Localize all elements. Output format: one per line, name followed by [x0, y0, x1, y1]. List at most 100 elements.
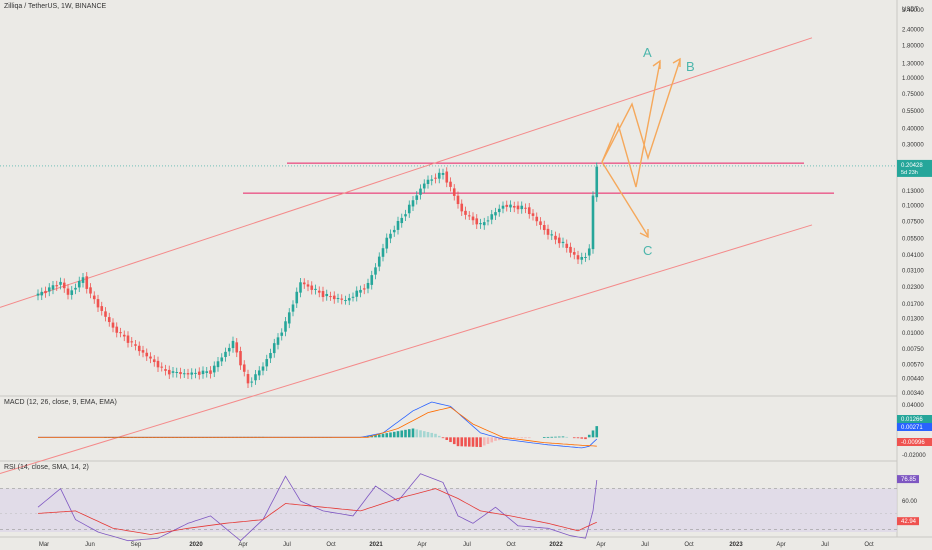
candle-body	[74, 287, 77, 290]
macd-histogram-bar	[415, 429, 419, 438]
candle-body	[456, 195, 460, 205]
candle-body	[77, 280, 81, 288]
macd-histogram-bar	[554, 436, 557, 438]
candle-body	[96, 299, 100, 308]
time-tick-label: Apr	[776, 542, 785, 548]
chart-title: Zilliqa / TetherUS, 1W, BINANCE	[4, 3, 107, 10]
candle-body	[452, 188, 456, 196]
candle-body	[377, 256, 381, 267]
candle-body	[584, 256, 587, 258]
macd-histogram-bar	[396, 431, 400, 438]
candle-body	[366, 282, 370, 289]
macd-histogram-bar	[512, 437, 516, 439]
macd-histogram-bar	[452, 437, 456, 445]
time-tick-label: 2020	[189, 542, 203, 548]
candle-body	[179, 372, 182, 375]
projection-label-b: B	[686, 59, 695, 74]
time-tick-label: Jul	[463, 542, 471, 548]
arrowhead-c	[639, 229, 649, 239]
candle-body	[542, 225, 546, 231]
macd-histogram-bar	[482, 437, 486, 446]
macd-histogram-bar	[434, 433, 437, 438]
time-tick-label: Apr	[238, 542, 247, 548]
macd-histogram-bar	[542, 437, 546, 438]
time-tick-label: Jul	[641, 542, 649, 548]
candle-body	[501, 205, 505, 209]
time-tick-label: Apr	[417, 542, 426, 548]
time-tick-label: Oct	[506, 542, 516, 548]
candle-body	[595, 166, 599, 198]
time-tick-label: Sep	[131, 542, 142, 548]
price-tick-label: 1.80000	[902, 43, 924, 49]
candle-body	[490, 214, 494, 220]
candle-body	[212, 365, 216, 373]
macd-value: 0.01266	[901, 417, 923, 423]
candle-body	[107, 317, 111, 323]
candle-body	[59, 281, 62, 285]
candle-body	[51, 285, 55, 290]
macd-histogram-bar	[441, 437, 445, 439]
price-tick-label: 0.13000	[902, 189, 924, 195]
candle-body	[580, 256, 584, 260]
macd-histogram-bar	[389, 432, 392, 438]
macd-histogram-bar	[464, 437, 467, 447]
candle-body	[115, 326, 119, 333]
macd-histogram-bar	[584, 437, 587, 440]
macd-histogram-bar	[392, 431, 396, 438]
macd-histogram-bar	[527, 437, 531, 439]
candle-body	[36, 293, 40, 296]
macd-histogram-bar	[381, 433, 385, 438]
candle-body	[325, 293, 329, 297]
candle-body	[291, 304, 295, 312]
macd-histogram-bar	[374, 434, 377, 438]
candle-body	[272, 343, 276, 354]
candle-body	[186, 373, 190, 375]
candle-body	[561, 241, 565, 244]
candle-body	[145, 352, 149, 357]
macd-histogram-bar	[490, 437, 494, 443]
time-tick-label: Mar	[39, 542, 49, 548]
candle-body	[201, 370, 205, 375]
candle-body	[329, 296, 332, 298]
candle-body	[306, 284, 310, 287]
candle-body	[302, 282, 306, 285]
candle-body	[359, 289, 362, 293]
candle-body	[160, 366, 164, 368]
candle-body	[175, 372, 179, 374]
macd-histogram-bar	[546, 436, 550, 438]
time-tick-label: Oct	[326, 542, 336, 548]
candle-body	[344, 300, 347, 302]
price-tick-label: 0.75000	[902, 92, 924, 98]
candle-body	[280, 332, 284, 336]
price-tick-label: 1.00000	[902, 76, 924, 82]
price-tick-label: 0.03100	[902, 268, 924, 274]
price-tick-label: 0.10000	[902, 204, 924, 210]
candle-body	[471, 216, 475, 221]
candle-body	[434, 177, 437, 179]
candle-body	[422, 183, 426, 189]
candle-body	[257, 370, 261, 376]
macd-histogram-bar	[419, 430, 422, 438]
candle-body	[164, 369, 167, 371]
arrowhead-a	[652, 59, 661, 69]
candle-body	[539, 221, 542, 225]
macd-histogram-bar	[587, 434, 591, 438]
candle-body	[475, 218, 479, 225]
candle-body	[426, 179, 430, 185]
candle-body	[254, 374, 257, 381]
candle-body	[351, 296, 355, 298]
macd-histogram-bar	[385, 433, 389, 438]
candle-body	[220, 357, 224, 362]
candle-body	[340, 298, 344, 300]
rsi-band	[0, 488, 897, 532]
candle-body	[407, 204, 411, 214]
time-tick-label: 2023	[729, 542, 743, 548]
candle-body	[44, 290, 47, 294]
macd-histogram-bar	[400, 430, 404, 438]
candle-body	[216, 361, 220, 368]
macd-histogram-bar	[471, 437, 475, 447]
candle-body	[527, 207, 531, 215]
candle-body	[449, 181, 452, 187]
